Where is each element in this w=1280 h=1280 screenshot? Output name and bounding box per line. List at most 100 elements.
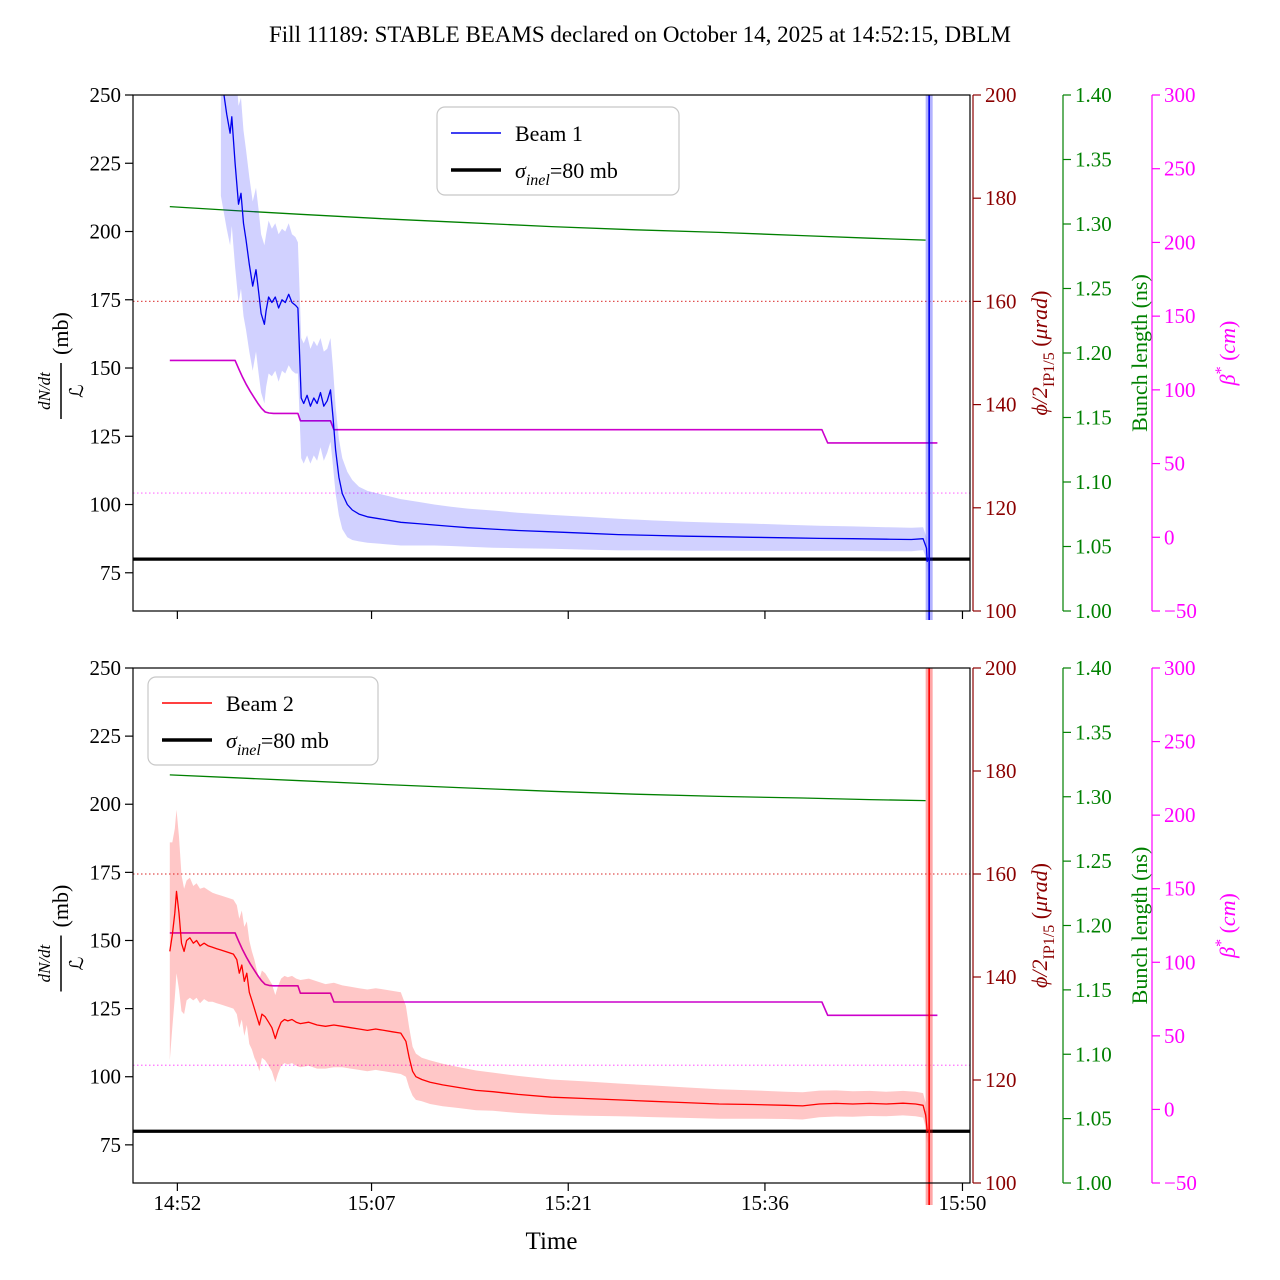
beta-star-axis-tick-label: 200 <box>1164 230 1196 254</box>
bunch-length-axis-tick-label: 1.30 <box>1075 212 1112 236</box>
legend: Beam 2 σinel=80 mb <box>147 676 379 766</box>
crossing-angle-axis-tick-label: 100 <box>985 1171 1017 1195</box>
x-tick-label: 15:36 <box>741 1191 789 1215</box>
bunch-length-axis-tick-label: 1.10 <box>1075 1042 1112 1066</box>
crossing-angle-axis-title: ϕ/2IP1/5 (μrad) <box>1027 291 1058 416</box>
x-tick-label: 15:50 <box>939 1191 987 1215</box>
y-tick-label: 175 <box>90 860 122 884</box>
y-tick-label: 225 <box>90 724 122 748</box>
crossing-angle-axis-tick-label: 160 <box>985 862 1017 886</box>
y-title-numerator: dN/dt <box>35 943 54 982</box>
beta-star-axis-tick-label: 300 <box>1164 656 1196 680</box>
beam1-line <box>223 95 928 562</box>
beam2-panel: 75 100 125 150 175 200 225 250 14:52 15:07 15:21 15… <box>35 656 1240 1215</box>
beta-star-axis-tick-label: −50 <box>1164 599 1197 623</box>
legend-label-beam2: Beam 2 <box>226 691 294 716</box>
axes-frame <box>132 94 971 612</box>
beta-star-axis-tick-label: 100 <box>1164 950 1196 974</box>
beta-star-axis-tick-label: 50 <box>1164 452 1185 476</box>
beta-star-axis-tick-label: 300 <box>1164 83 1196 107</box>
y-tick-label: 75 <box>100 561 121 585</box>
y-tick-label: 175 <box>90 288 122 312</box>
rich-label: Bunch length (ns) <box>1127 274 1152 432</box>
bunch-length-axis-tick-label: 1.20 <box>1075 914 1112 938</box>
legend-label-sigma-inel: σinel=80 mb <box>515 158 618 189</box>
beta-star-axis-tick-label: 50 <box>1164 1024 1185 1048</box>
bunch-length-axis-title: Bunch length (ns) <box>1127 847 1152 1005</box>
beam2-line-band <box>169 809 928 1144</box>
x-axis-label: Time <box>525 1228 578 1255</box>
y-tick-label: 100 <box>90 493 122 517</box>
bunch-length-axis-tick-label: 1.40 <box>1075 83 1112 107</box>
crossing-angle-axis-title: ϕ/2IP1/5 (μrad) <box>1027 863 1058 988</box>
bunch-length-axis-tick-label: 1.35 <box>1075 148 1112 172</box>
y-axis-title: dN/dt ℒ (mb) <box>35 312 88 419</box>
crossing-angle-axis-tick-label: 160 <box>985 289 1017 313</box>
legend-label-beam1: Beam 1 <box>515 121 583 146</box>
beam1-line-band <box>220 95 928 573</box>
y-tick-label: 75 <box>100 1133 121 1157</box>
beta-star-axis-tick-label: 100 <box>1164 378 1196 402</box>
beam1-panel: 75 100 125 150 175 200 225 250 100 120 140 160 180 20… <box>35 83 1240 623</box>
crossing-angle-axis-tick-label: 120 <box>985 1068 1017 1092</box>
beta-star-axis-tick-label: 0 <box>1164 1097 1175 1121</box>
crossing-angle-axis-tick-label: 140 <box>985 965 1017 989</box>
y-tick-label: 150 <box>90 928 122 952</box>
axes-frame <box>132 667 971 1184</box>
crossing-angle-axis-tick-label: 140 <box>985 393 1017 417</box>
bunch-length-axis-tick-label: 1.05 <box>1075 1107 1112 1131</box>
crossing-angle-axis-tick-label: 200 <box>985 656 1017 680</box>
crossing-angle-axis-tick-label: 200 <box>985 83 1017 107</box>
bunch-length-axis-tick-label: 1.25 <box>1075 277 1112 301</box>
beta-star-axis-tick-label: 150 <box>1164 877 1196 901</box>
bunch-length-line <box>169 205 926 241</box>
legend: Beam 1 σinel=80 mb <box>436 106 680 196</box>
y-tick-label: 250 <box>90 83 122 107</box>
x-tick-label: 15:21 <box>544 1191 592 1215</box>
bunch-length-axis-tick-label: 1.15 <box>1075 406 1112 430</box>
beta-star-axis-tick-label: 150 <box>1164 304 1196 328</box>
legend-box <box>147 676 379 766</box>
crossing-angle-axis-tick-label: 180 <box>985 186 1017 210</box>
bunch-length-axis-title: Bunch length (ns) <box>1127 274 1152 432</box>
bunch-length-axis-tick-label: 1.00 <box>1075 599 1112 623</box>
beam2-line <box>169 890 928 1132</box>
y-tick-label: 100 <box>90 1065 122 1089</box>
bunch-length-axis-tick-label: 1.00 <box>1075 1171 1112 1195</box>
bunch-length-axis-tick-label: 1.05 <box>1075 535 1112 559</box>
rich-label: β* (cm) <box>1213 321 1240 387</box>
bunch-length-axis-tick-label: 1.15 <box>1075 978 1112 1002</box>
x-tick-label: 15:07 <box>348 1191 396 1215</box>
rich-label: ϕ/2IP1/5 (μrad) <box>1027 291 1058 416</box>
y-title-numerator: dN/dt <box>35 371 54 410</box>
y-tick-label: 150 <box>90 356 122 380</box>
y-title-denominator: ℒ <box>67 384 88 398</box>
y-tick-label: 125 <box>90 424 122 448</box>
beta-star-axis-title: β* (cm) <box>1213 893 1240 959</box>
rich-label: ϕ/2IP1/5 (μrad) <box>1027 863 1058 988</box>
rich-label: β* (cm) <box>1213 893 1240 959</box>
bunch-length-axis-tick-label: 1.20 <box>1075 341 1112 365</box>
legend-label-sigma-inel: σinel=80 mb <box>226 728 329 759</box>
beta-star-axis-tick-label: 250 <box>1164 730 1196 754</box>
bunch-length-axis-tick-label: 1.10 <box>1075 470 1112 494</box>
legend-box <box>436 106 680 196</box>
y-tick-label: 250 <box>90 656 122 680</box>
y-axis-title: dN/dt ℒ (mb) <box>35 885 88 992</box>
beta-star-axis-tick-label: −50 <box>1164 1171 1197 1195</box>
beta-star-axis-tick-label: 0 <box>1164 525 1175 549</box>
y-title-unit: (mb) <box>48 312 73 355</box>
rich-label: Bunch length (ns) <box>1127 847 1152 1005</box>
beta-star-axis-tick-label: 250 <box>1164 157 1196 181</box>
beta-star-axis-tick-label: 200 <box>1164 803 1196 827</box>
bunch-length-axis-tick-label: 1.30 <box>1075 785 1112 809</box>
crossing-angle-axis-tick-label: 180 <box>985 759 1017 783</box>
y-tick-label: 125 <box>90 997 122 1021</box>
figure-title: Fill 11189: STABLE BEAMS declared on Oct… <box>269 22 1011 47</box>
beta-star-line <box>169 932 938 1017</box>
bunch-length-axis-tick-label: 1.25 <box>1075 849 1112 873</box>
bunch-length-axis-tick-label: 1.40 <box>1075 656 1112 680</box>
x-tick-label: 14:52 <box>153 1191 201 1215</box>
